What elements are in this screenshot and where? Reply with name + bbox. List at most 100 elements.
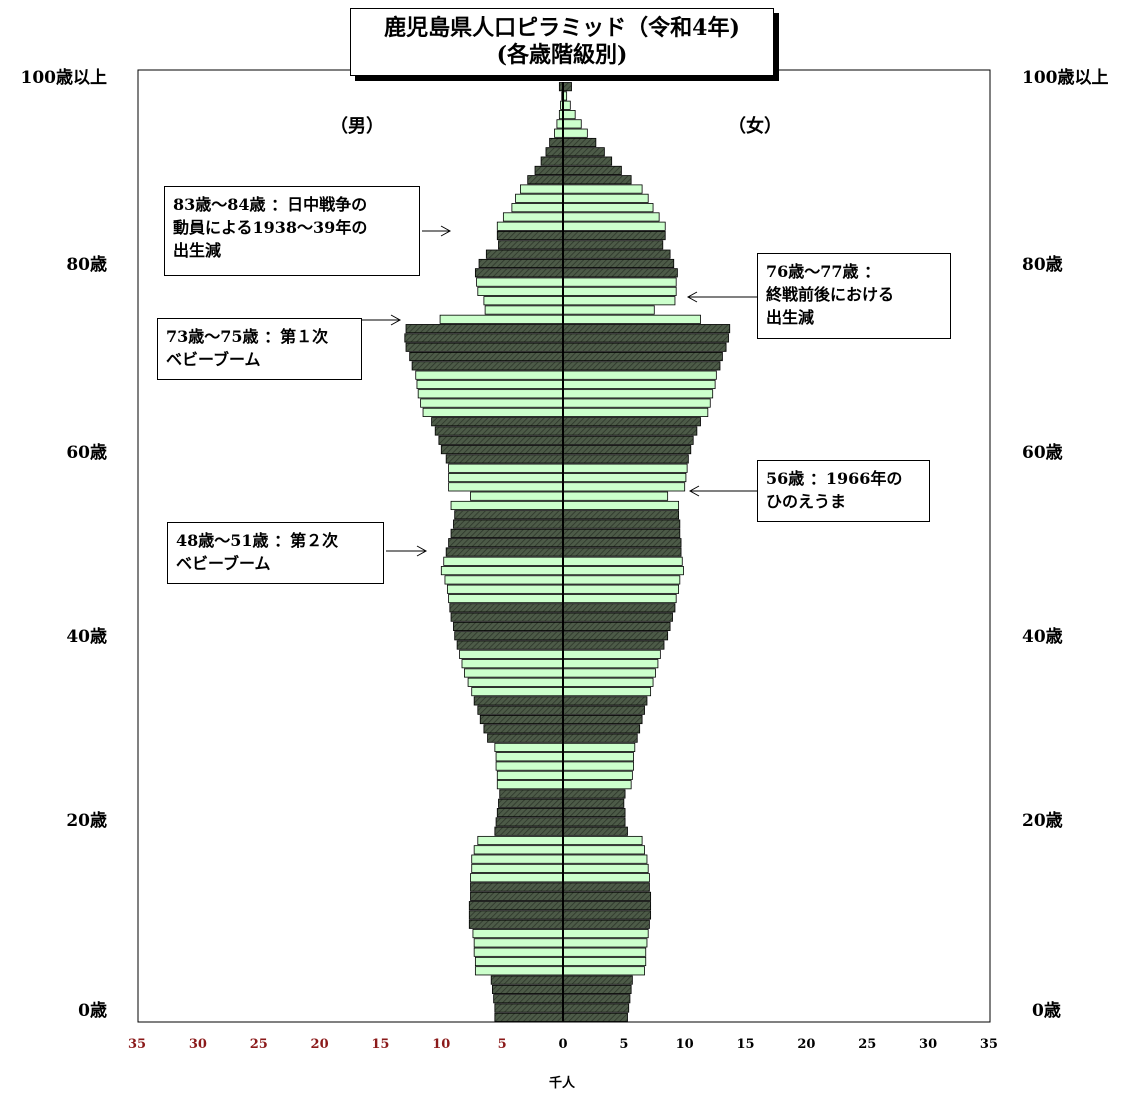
bar-male-age-43: [450, 612, 564, 622]
bar-male-age-78: [477, 286, 564, 296]
bar-female-age-84: [562, 231, 666, 241]
bar-female-age-0: [562, 1012, 628, 1022]
x-tick-label: 30: [919, 1037, 937, 1052]
bar-male-age-21: [495, 817, 564, 827]
bar-male-age-27: [495, 761, 564, 771]
bar-male-age-45: [448, 593, 564, 604]
bar-female-age-91: [562, 165, 622, 175]
bar-male-age-54: [454, 510, 564, 520]
bar-female-age-80: [562, 268, 678, 278]
bar-female-age-44: [562, 603, 676, 613]
bar-female-age-63: [562, 426, 698, 436]
age-label-right-0: 0歳: [1032, 1001, 1061, 1021]
bar-female-age-14: [562, 882, 650, 892]
bar-male-age-32: [479, 714, 564, 725]
bar-male-age-94: [549, 137, 564, 148]
bar-female-age-29: [562, 742, 636, 752]
x-tick-label: 35: [128, 1037, 146, 1052]
bar-female-age-46: [562, 584, 680, 594]
bar-male-age-48: [440, 566, 564, 576]
bar-female-age-23: [562, 798, 625, 808]
age-label-right-60: 60歳: [1022, 443, 1063, 463]
bar-female-age-25: [562, 780, 632, 790]
bar-female-age-92: [562, 156, 613, 166]
bar-female-age-81: [562, 258, 675, 269]
bar-male-age-2: [493, 994, 564, 1004]
age-label-right-20: 20歳: [1022, 811, 1063, 831]
bar-female-age-64: [562, 417, 701, 427]
bar-female-age-7: [562, 947, 647, 957]
annotation-83-84-birth-decline: 83歳～84歳 ：日中戦争の 動員による1938～39年の 出生減: [164, 186, 420, 276]
chart-title-line2: (各歳階級別): [496, 42, 628, 68]
annotation-48-51-second-baby-boom: 48歳～51歳 ：第２次 ベビーブーム: [167, 522, 384, 584]
bar-female-age-70: [562, 361, 721, 371]
bar-female-age-48: [562, 566, 684, 576]
bar-female-age-66: [562, 398, 711, 408]
bar-female-age-40: [562, 640, 665, 650]
bar-male-age-22: [496, 808, 564, 818]
annotation-73-75-first-baby-boom: 73歳～75歳 ：第１次 ベビーブーム: [157, 318, 362, 380]
bar-male-age-49: [443, 556, 564, 566]
annotation-arrow: [362, 314, 402, 326]
bar-female-age-17: [562, 854, 648, 864]
bar-female-age-51: [562, 538, 682, 548]
bar-male-age-34: [473, 696, 564, 706]
bar-female-age-20: [562, 826, 628, 836]
bar-male-age-84: [496, 231, 564, 241]
bar-male-age-40: [456, 640, 564, 650]
bar-male-age-81: [478, 258, 564, 269]
bar-female-age-26: [562, 770, 633, 780]
bar-male-age-39: [459, 649, 564, 659]
bar-female-age-74: [562, 324, 731, 334]
bar-female-age-100以上: [562, 82, 572, 92]
bar-female-age-78: [562, 286, 677, 296]
bar-male-age-57: [448, 482, 564, 492]
bar-male-age-1: [494, 1003, 564, 1013]
bar-female-age-9: [562, 929, 649, 939]
x-tick-labels: 35 30 25 20 15 10 5 0 5 10 15 20 25 30 35: [128, 1037, 998, 1052]
bar-male-age-79: [476, 277, 564, 287]
bar-male-age-55: [450, 500, 564, 511]
bar-male-age-17: [471, 854, 564, 864]
bar-male-age-65: [422, 407, 564, 417]
bar-female-age-50: [562, 547, 682, 557]
bar-male-age-72: [405, 342, 564, 352]
bar-male-age-18: [473, 845, 564, 855]
bar-male-age-85: [496, 221, 564, 231]
bar-female-age-32: [562, 714, 643, 725]
bar-female-age-18: [562, 845, 645, 855]
bar-female-age-42: [562, 621, 671, 632]
male-label: （男）: [330, 116, 384, 137]
bar-female-age-59: [562, 463, 688, 473]
bar-female-age-52: [562, 528, 681, 538]
bar-female-age-85: [562, 221, 666, 231]
bar-male-age-76: [484, 305, 564, 315]
bar-male-age-53: [453, 519, 564, 529]
bar-male-age-0: [494, 1012, 564, 1022]
bar-female-age-75: [562, 314, 701, 324]
bar-female-age-65: [562, 407, 709, 417]
bar-female-age-5: [562, 966, 645, 976]
bar-male-age-73: [404, 333, 564, 343]
bar-female-age-82: [562, 249, 671, 259]
bar-female-age-45: [562, 593, 677, 604]
bar-male-age-42: [453, 621, 564, 632]
age-label-left-0: 0歳: [78, 1001, 107, 1021]
bar-female-age-12: [562, 901, 652, 911]
bar-male-age-92: [540, 156, 564, 166]
bar-female-age-24: [562, 789, 626, 799]
age-label-left-80: 80歳: [66, 255, 107, 275]
age-label-right-40: 40歳: [1022, 627, 1063, 647]
bar-male-age-64: [431, 417, 564, 427]
bar-male-age-86: [502, 212, 564, 222]
bar-male-age-56: [470, 491, 564, 501]
bar-female-age-27: [562, 761, 634, 771]
bar-male-age-75: [439, 314, 564, 324]
bar-female-age-96: [562, 119, 582, 129]
bar-male-age-29: [494, 742, 564, 752]
bar-male-age-23: [498, 798, 564, 808]
bar-male-age-31: [483, 724, 564, 734]
bar-male-age-58: [448, 472, 564, 483]
annotation-arrow: [422, 225, 452, 237]
